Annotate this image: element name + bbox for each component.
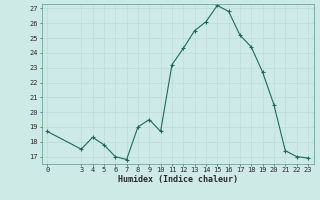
X-axis label: Humidex (Indice chaleur): Humidex (Indice chaleur): [118, 175, 237, 184]
